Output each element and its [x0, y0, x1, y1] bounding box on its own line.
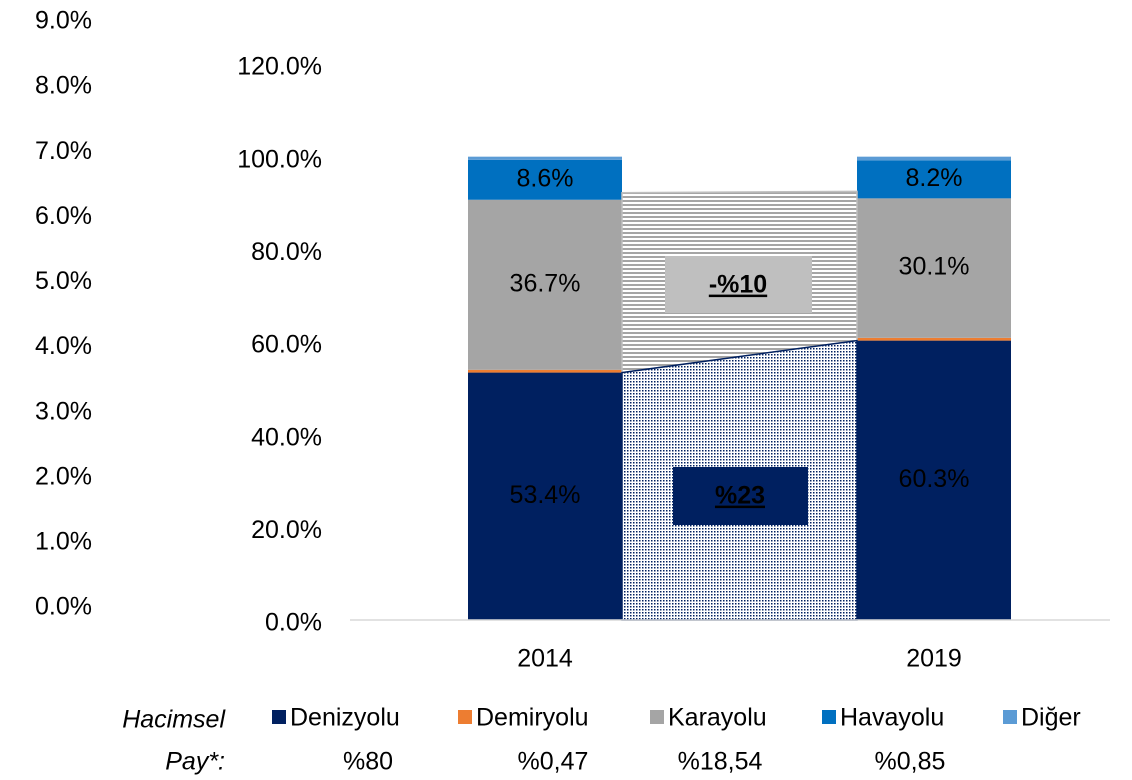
- annotation: %23: [715, 482, 765, 510]
- annotation-box: [673, 467, 808, 525]
- y2-tick-label: 100.0%: [237, 145, 322, 173]
- y-tick-label: 2.0%: [35, 462, 92, 490]
- bar-segment: [857, 337, 1011, 341]
- share-value: %80: [343, 748, 393, 776]
- bar-segment: [468, 369, 622, 373]
- bar-segment: [468, 159, 622, 200]
- y-tick-label: 1.0%: [35, 527, 92, 555]
- data-label: 53.4%: [510, 481, 581, 509]
- legend-label: Diğer: [1021, 704, 1081, 732]
- legend-swatch: [458, 710, 472, 724]
- annotation: -%10: [709, 271, 767, 299]
- y-tick-label: 5.0%: [35, 267, 92, 295]
- y-tick-label: 4.0%: [35, 332, 92, 360]
- data-label: 60.3%: [899, 465, 970, 493]
- data-label: 8.6%: [517, 164, 574, 192]
- bar-segment: [857, 160, 1011, 199]
- y2-tick-label: 40.0%: [251, 423, 322, 451]
- legend-swatch: [822, 710, 836, 724]
- legend-label: Denizyolu: [290, 704, 400, 732]
- y-tick-label: 7.0%: [35, 137, 92, 165]
- y-tick-label: 0.0%: [35, 593, 92, 621]
- share-label: Pay*:: [165, 748, 225, 776]
- bar-segment: [468, 156, 622, 160]
- legend-label: Havayolu: [840, 704, 944, 732]
- y2-tick-label: 120.0%: [237, 53, 322, 81]
- share-value: %18,54: [678, 748, 763, 776]
- bar-segment: [468, 372, 622, 620]
- x-tick-label: 2019: [906, 645, 962, 673]
- y-tick-label: 3.0%: [35, 397, 92, 425]
- bar-segment: [468, 199, 622, 370]
- legend-swatch: [272, 710, 286, 724]
- x-tick-label: 2014: [517, 645, 573, 673]
- data-label: 36.7%: [510, 269, 581, 297]
- legend-swatch: [1003, 710, 1017, 724]
- y-tick-label: 9.0%: [35, 7, 92, 35]
- y2-tick-label: 80.0%: [251, 238, 322, 266]
- share-label: Hacimsel: [122, 706, 226, 734]
- y-tick-label: 6.0%: [35, 202, 92, 230]
- data-label: 30.1%: [899, 253, 970, 281]
- annotation-box: [665, 256, 812, 313]
- legend-label: Demiryolu: [476, 704, 589, 732]
- data-label: 8.2%: [906, 164, 963, 192]
- y2-tick-label: 0.0%: [265, 609, 322, 637]
- y2-tick-label: 60.0%: [251, 331, 322, 359]
- bar-segment: [857, 198, 1011, 338]
- legend-swatch: [650, 710, 664, 724]
- legend-label: Karayolu: [668, 704, 767, 732]
- share-value: %0,85: [875, 748, 946, 776]
- share-value: %0,47: [518, 748, 589, 776]
- y2-tick-label: 20.0%: [251, 516, 322, 544]
- bar-segment: [857, 156, 1011, 161]
- y-tick-label: 8.0%: [35, 72, 92, 100]
- bar-segment: [857, 340, 1011, 620]
